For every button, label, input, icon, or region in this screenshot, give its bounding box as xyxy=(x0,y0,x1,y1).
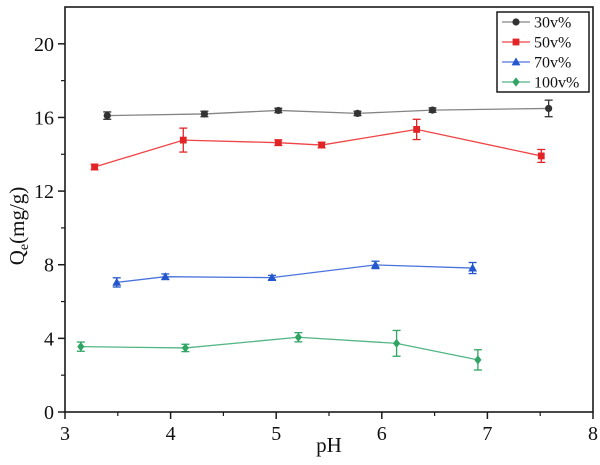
marker-30v% xyxy=(545,104,553,113)
marker-70v% xyxy=(468,263,478,272)
marker-50v% xyxy=(537,152,545,160)
marker-70v% xyxy=(267,273,277,282)
x-tick-label: 5 xyxy=(271,423,281,445)
x-tick-label: 3 xyxy=(60,423,70,445)
x-tick-label: 6 xyxy=(377,423,387,445)
marker-30v% xyxy=(103,112,111,120)
marker-70v% xyxy=(160,272,170,281)
marker-70v% xyxy=(371,260,380,269)
legend-label: 50v% xyxy=(534,35,571,52)
legend-label: 100v% xyxy=(534,75,579,92)
marker-100v% xyxy=(474,355,482,365)
legend-marker-70v% xyxy=(511,57,521,66)
marker-30v% xyxy=(428,106,437,114)
y-tick-label: 20 xyxy=(34,34,54,56)
y-tick-label: 16 xyxy=(34,107,54,129)
series-line-100v% xyxy=(80,336,479,361)
legend-entry-70v%: 70v% xyxy=(502,55,571,72)
legend-box xyxy=(496,11,590,93)
legend-marker-30v% xyxy=(512,18,520,26)
x-tick-label: 7 xyxy=(482,423,492,445)
series-70v% xyxy=(112,260,478,288)
marker-50v% xyxy=(274,139,282,147)
marker-30v% xyxy=(200,110,208,118)
axes: 3 4 5 6 7 8 0 4 8 12 16 20 pH Qe(mg/g) xyxy=(5,34,598,457)
y-tick-label: 4 xyxy=(44,328,54,350)
series-30v% xyxy=(103,99,553,120)
marker-100v% xyxy=(181,343,189,353)
marker-100v% xyxy=(77,342,85,352)
legend-entry-30v%: 30v% xyxy=(502,15,571,32)
marker-50v% xyxy=(91,163,98,171)
marker-70v% xyxy=(112,277,122,286)
series-100v% xyxy=(76,329,482,371)
marker-50v% xyxy=(413,126,421,133)
legend-marker-50v% xyxy=(512,38,520,46)
legend-label: 30v% xyxy=(534,15,571,32)
marker-100v% xyxy=(392,338,401,348)
x-tick-label: 8 xyxy=(588,423,598,445)
svg-text:Qe(mg/g): Qe(mg/g) xyxy=(5,187,32,266)
y-tick-label: 12 xyxy=(34,181,54,203)
x-axis-label: pH xyxy=(316,433,342,457)
legend-label: 70v% xyxy=(534,55,571,72)
y-axis-label: Qe(mg/g) xyxy=(5,187,32,266)
marker-50v% xyxy=(179,136,187,144)
marker-50v% xyxy=(318,141,326,149)
marker-30v% xyxy=(274,106,282,115)
series-line-70v% xyxy=(116,264,473,284)
marker-30v% xyxy=(353,109,362,118)
y-tick-label: 0 xyxy=(44,402,54,424)
legend-entry-50v%: 50v% xyxy=(502,35,571,52)
legend-entry-100v%: 100v% xyxy=(502,75,579,92)
series-line-30v% xyxy=(107,107,549,117)
series-line-50v% xyxy=(94,128,542,168)
marker-100v% xyxy=(294,332,302,342)
legend: 30v% 50v% 70v% 100v% xyxy=(496,11,590,93)
x-tick-label: 4 xyxy=(166,423,176,445)
series-50v% xyxy=(90,118,546,171)
legend-marker-100v% xyxy=(512,77,520,87)
y-tick-label: 8 xyxy=(44,255,54,277)
